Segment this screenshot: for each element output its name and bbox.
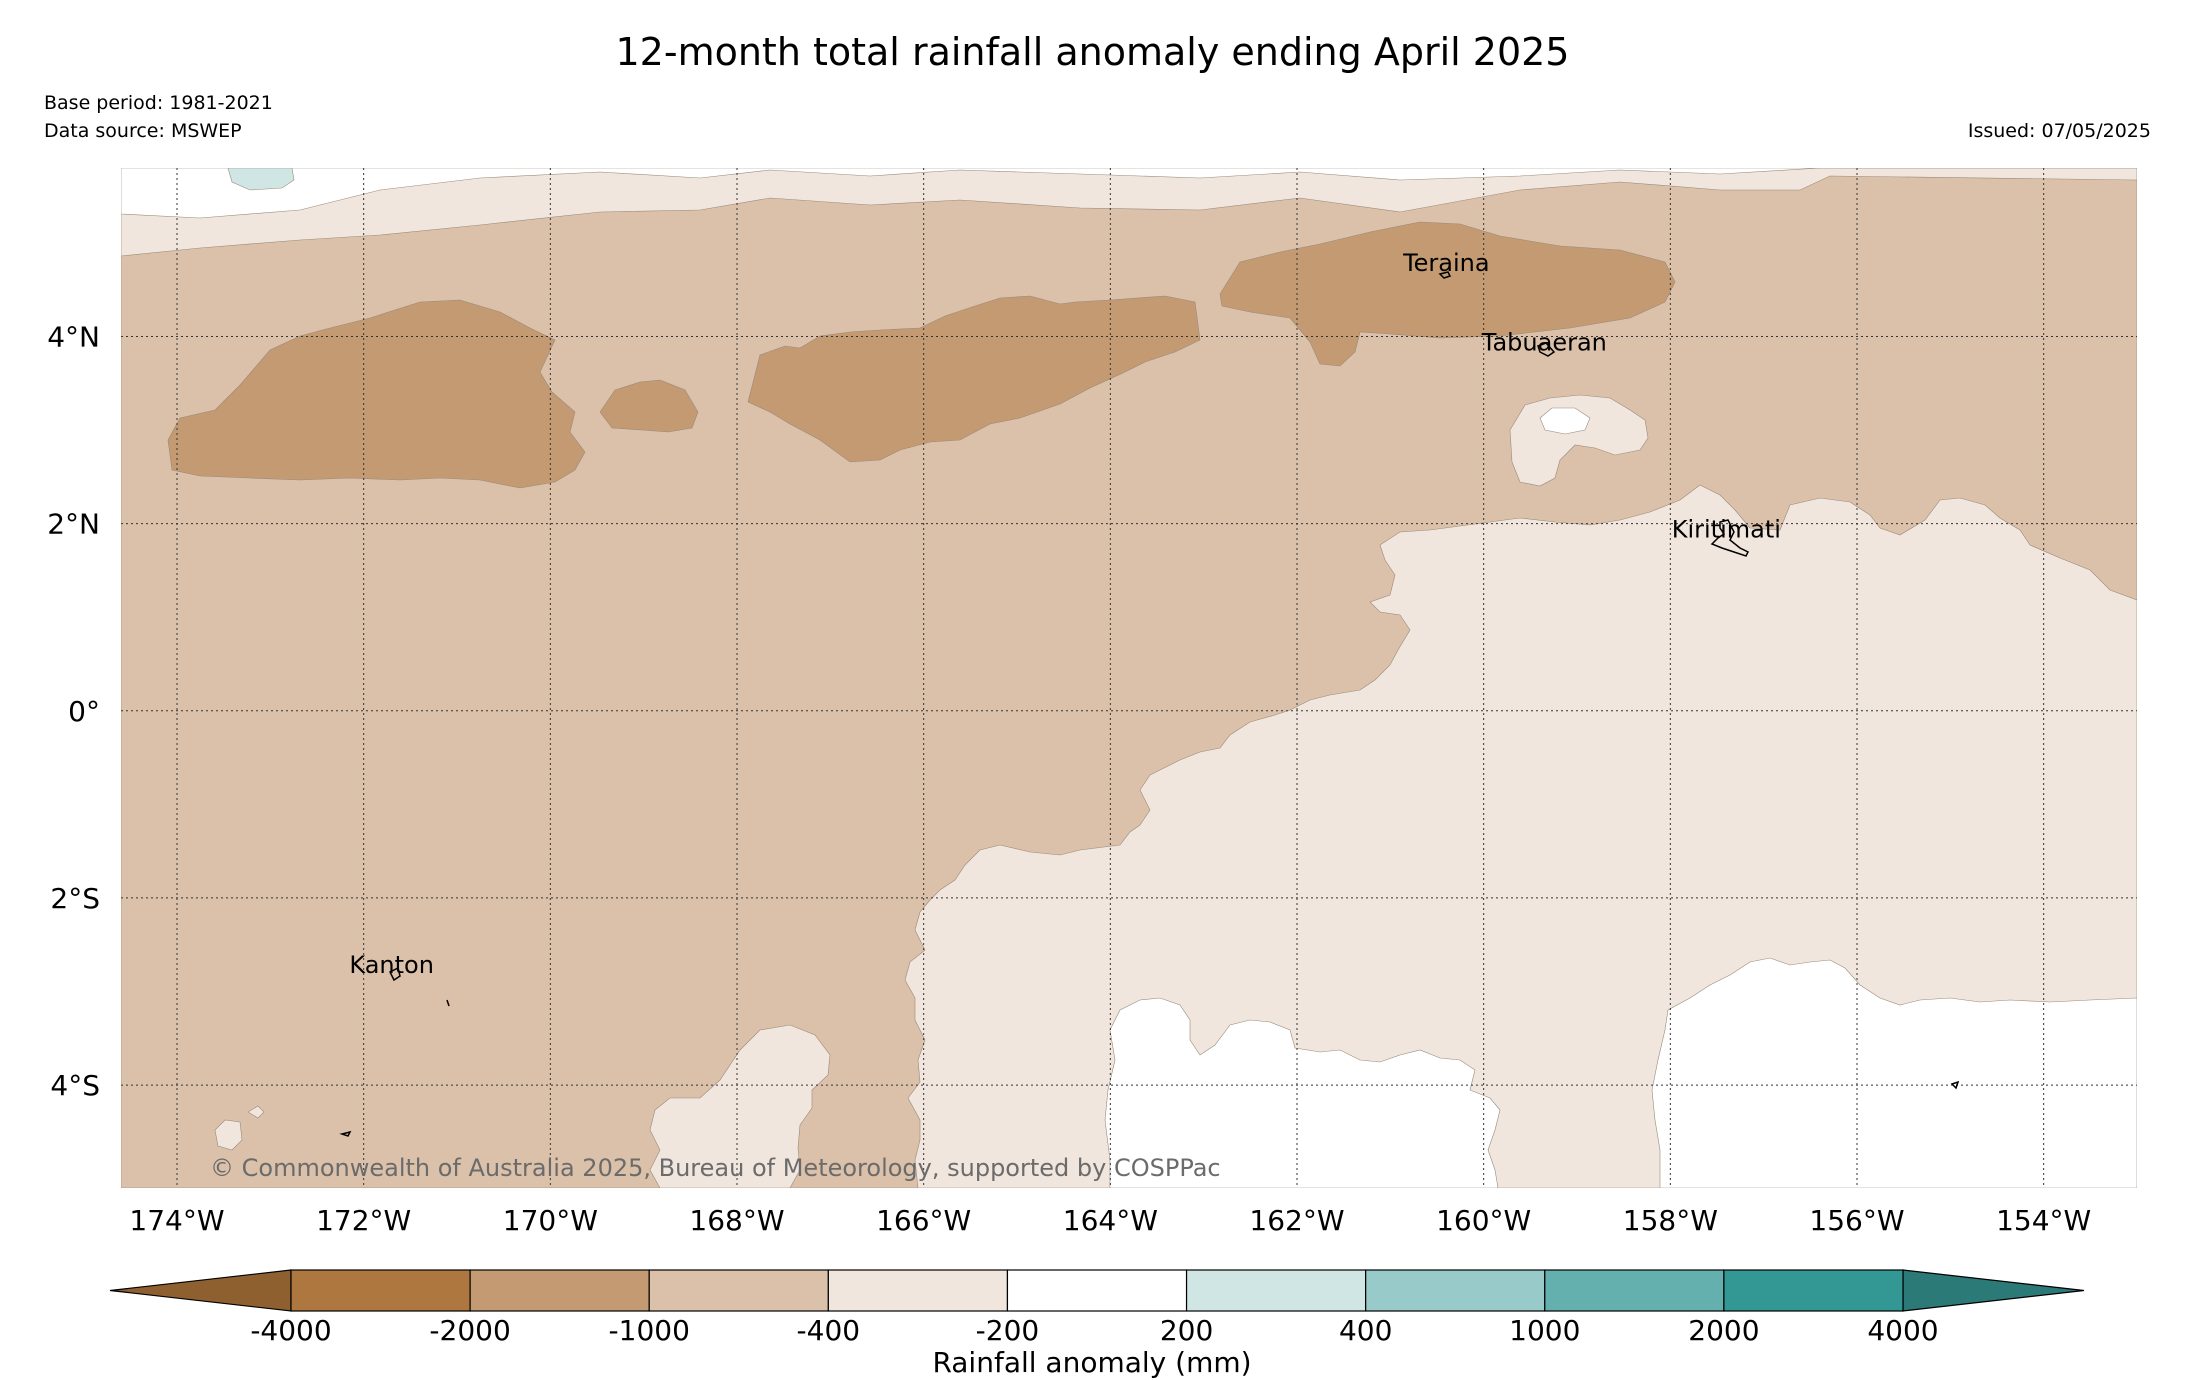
lon-tick-label: 166°W	[876, 1204, 971, 1237]
colorbar-band	[648, 1269, 829, 1312]
anomaly-region-minus400-minus200-top	[121, 168, 2137, 257]
colorbar-band	[1006, 1269, 1188, 1312]
lat-tick-label: 2°N	[47, 508, 100, 541]
colorbar-extend-low	[109, 1269, 292, 1312]
anomaly-region-minus2000-minus1000-central	[747, 295, 1201, 463]
base-period: Base period: 1981-2021	[44, 92, 273, 114]
colorbar-band	[1365, 1269, 1546, 1312]
place-label: Teraina	[1402, 249, 1490, 277]
island-small-b	[339, 1130, 352, 1137]
colorbar-tick-label: -200	[976, 1314, 1040, 1347]
lon-tick-label: 164°W	[1063, 1204, 1158, 1237]
lon-tick-label: 168°W	[689, 1204, 784, 1237]
lon-tick-label: 162°W	[1249, 1204, 1344, 1237]
colorbar-tick-label: -4000	[250, 1314, 331, 1347]
copyright-notice: © Commonwealth of Australia 2025, Bureau…	[210, 1154, 1221, 1182]
colorbar: -4000 -2000 -1000 -400 -200 200 400 1000 2000 400…	[109, 1269, 2085, 1347]
lon-tick-label: 170°W	[503, 1204, 598, 1237]
colorbar-tick-label: -2000	[429, 1314, 510, 1347]
island-small-a	[446, 999, 450, 1007]
map-metadata: Base period: 1981-2021 Data source: MSWE…	[44, 89, 273, 145]
colorbar-tick-label: 200	[1160, 1314, 1213, 1347]
island-kanton	[388, 966, 401, 982]
colorbar-band	[469, 1269, 650, 1312]
lon-tick-label: 172°W	[316, 1204, 411, 1237]
data-source: Data source: MSWEP	[44, 120, 242, 142]
colorbar-band	[1723, 1269, 1904, 1312]
lon-tick-label: 160°W	[1436, 1204, 1531, 1237]
colorbar-tick-label: 2000	[1688, 1314, 1759, 1347]
island-kiritimati	[1710, 519, 1750, 557]
anomaly-region-minus400-minus200-southwest	[649, 1024, 831, 1188]
anomaly-region-200-400	[227, 168, 295, 191]
place-label: Kanton	[349, 951, 434, 979]
gridlines	[121, 168, 2137, 1188]
anomaly-region-near-normal-south-east	[1651, 957, 2137, 1188]
issued-date: Issued: 07/05/2025	[1967, 120, 2151, 142]
lat-tick-label: 4°S	[50, 1069, 100, 1102]
lat-tick-label: 2°S	[50, 882, 100, 915]
island-tabuaeran	[1537, 342, 1556, 357]
colorbar-band	[1544, 1269, 1725, 1312]
map-title: 12-month total rainfall anomaly ending A…	[615, 30, 1570, 74]
anomaly-region-near-normal-tabuaeran	[1539, 407, 1591, 435]
colorbar-label: Rainfall anomaly (mm)	[932, 1346, 1251, 1379]
anomaly-region-near-normal-south-central	[1104, 997, 1501, 1188]
place-labels: Teraina Tabuaeran Kiritimati Kanton	[349, 249, 1781, 979]
anomaly-region-minus2000-minus1000-mid	[599, 379, 699, 433]
colorbar-tick-label: -1000	[609, 1314, 690, 1347]
latitude-tick-labels: 4°N 2°N 0° 2°S 4°S	[47, 320, 100, 1102]
colorbar-tick-label: 4000	[1867, 1314, 1938, 1347]
map-plot-area	[121, 168, 2137, 1188]
anomaly-region-minus2000-minus1000-west	[167, 299, 586, 489]
colorbar-band	[1185, 1269, 1367, 1312]
anomaly-region-minus2000-minus1000-teraina	[1219, 221, 1676, 367]
anomaly-region-minus400-minus200-small-b	[247, 1105, 265, 1119]
island-small-c	[1950, 1080, 1960, 1090]
lon-tick-label: 154°W	[1996, 1204, 2091, 1237]
island-teraina	[1438, 271, 1452, 279]
place-label: Tabuaeran	[1481, 328, 1607, 356]
place-label: Kiritimati	[1672, 516, 1781, 544]
colorbar-tick-label: 1000	[1509, 1314, 1580, 1347]
lat-tick-label: 0°	[68, 695, 100, 728]
island-outlines	[339, 271, 1960, 1137]
lat-tick-label: 4°N	[47, 320, 100, 353]
lon-tick-label: 174°W	[129, 1204, 224, 1237]
colorbar-tick-label: -400	[797, 1314, 861, 1347]
longitude-tick-labels: 174°W 172°W 170°W 168°W 166°W 164°W 162°W 160°W…	[129, 1204, 2091, 1237]
anomaly-region-minus400-minus200-small-a	[214, 1119, 243, 1151]
colorbar-extend-high	[1902, 1269, 2085, 1312]
lon-tick-label: 158°W	[1623, 1204, 1718, 1237]
colorbar-band	[290, 1269, 471, 1312]
colorbar-band	[827, 1269, 1009, 1312]
lon-tick-label: 156°W	[1809, 1204, 1904, 1237]
colorbar-tick-label: 400	[1339, 1314, 1392, 1347]
anomaly-region-near-normal-top	[121, 168, 2137, 219]
